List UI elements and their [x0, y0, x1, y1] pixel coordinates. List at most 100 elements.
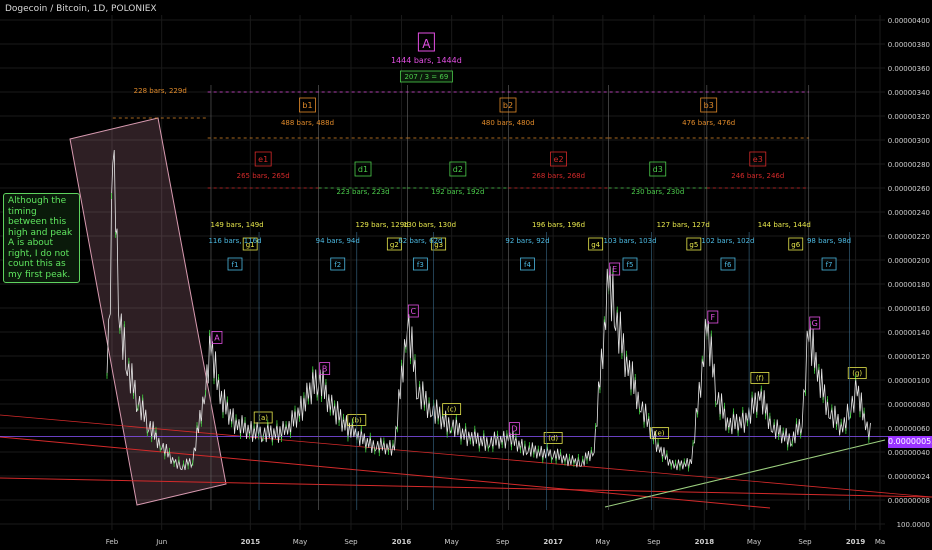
- ratio-box: [399, 70, 453, 83]
- range-label: 230 bars, 230d: [631, 188, 684, 196]
- g-box: [242, 237, 258, 251]
- range-box-label: b1: [302, 101, 312, 110]
- range-box: [649, 161, 667, 177]
- peak-marker-label: E: [612, 265, 617, 274]
- y-tick-label: 0.00000380: [888, 41, 930, 49]
- g-box: [686, 237, 702, 251]
- g-box: [588, 237, 604, 251]
- g-box: [788, 237, 804, 251]
- range-box-label: e2: [554, 155, 564, 164]
- f-box-label: f4: [524, 261, 531, 269]
- trough-marker-box: [253, 411, 273, 424]
- f-box: [520, 257, 535, 271]
- range-box: [449, 161, 467, 177]
- g-range-label: 144 bars, 144d: [758, 221, 811, 229]
- f-box-label: f7: [826, 261, 833, 269]
- price-series: [106, 150, 871, 471]
- f-range-label: 98 bars, 98d: [807, 237, 851, 245]
- g-box-label: g5: [689, 241, 698, 249]
- ratio-label: 207 / 3 = 69: [404, 73, 448, 81]
- y-tick-label: 0.00000100: [888, 377, 930, 385]
- peak-marker-label: B: [322, 365, 328, 374]
- trough-marker-box: [442, 403, 462, 416]
- range-box: [499, 97, 517, 113]
- f-range-label: 92 bars, 92d: [505, 237, 549, 245]
- trough-marker-label: (d): [548, 434, 558, 442]
- g-box-label: g6: [791, 241, 800, 249]
- range-box: [700, 97, 718, 113]
- trough-marker-box: [750, 371, 770, 384]
- peak-marker-box: [319, 362, 331, 376]
- y-tick-label: 0.00000220: [888, 233, 930, 241]
- x-tick-label: 2018: [695, 538, 715, 546]
- x-tick-label: Sep: [496, 538, 510, 546]
- trough-marker-label: (e): [655, 430, 665, 438]
- x-tick-label: May: [747, 538, 761, 546]
- trough-marker-label: (g): [852, 370, 862, 378]
- trend-line: [0, 477, 932, 498]
- range-label: 488 bars, 488d: [281, 119, 334, 127]
- range-box: [254, 151, 272, 167]
- x-tick-label: Jun: [155, 538, 167, 546]
- g-range-label: 196 bars, 196d: [532, 221, 585, 229]
- range-box-label: d1: [358, 165, 368, 174]
- g-range-label: 130 bars, 130d: [403, 221, 456, 229]
- f-box: [227, 257, 243, 271]
- f-box: [412, 257, 428, 271]
- y-tick-label: 0.00000040: [888, 449, 930, 457]
- peak-marker-label: A: [214, 333, 220, 342]
- y-tick-label: 0.00000240: [888, 209, 930, 217]
- x-tick-label: 2019: [846, 538, 866, 546]
- peak-marker-box: [809, 316, 821, 330]
- g-range-label: 149 bars, 149d: [211, 221, 264, 229]
- f-box: [821, 257, 837, 271]
- f-box-label: f1: [232, 261, 239, 269]
- trough-marker-label: (c): [447, 406, 457, 414]
- y-tick-label: 0.00000080: [888, 401, 930, 409]
- g-range-label: 127 bars, 127d: [657, 221, 710, 229]
- f-box-label: f5: [627, 261, 634, 269]
- range-box-label: e1: [258, 155, 268, 164]
- range-label: 268 bars, 268d: [532, 172, 585, 180]
- trough-marker-box: [543, 431, 563, 444]
- y-tick-label: 0.00000200: [888, 257, 930, 265]
- g-box-label: g4: [591, 241, 600, 249]
- g-box: [386, 237, 402, 251]
- x-tick-label: May: [596, 538, 610, 546]
- g-box-label: g1: [246, 241, 255, 249]
- peak-marker-label: D: [511, 425, 517, 434]
- f-range-label: 94 bars, 94d: [316, 237, 360, 245]
- y-tick-label: 0.00000400: [888, 17, 930, 25]
- range-box-label: b2: [503, 101, 513, 110]
- f-box: [622, 257, 638, 271]
- range-label: 246 bars, 246d: [731, 172, 784, 180]
- range-label: 223 bars, 223d: [336, 188, 389, 196]
- peak-marker-box: [407, 304, 419, 318]
- x-tick-label: Sep: [344, 538, 358, 546]
- range-box-label: b3: [704, 101, 714, 110]
- f-box: [330, 257, 346, 271]
- range-label: 228 bars, 229d: [134, 87, 187, 95]
- g-box-label: g2: [390, 241, 399, 249]
- peak-marker-box: [509, 422, 520, 436]
- range-box-label: d3: [653, 165, 663, 174]
- trough-marker-box: [650, 427, 670, 440]
- y-tick-label: 0.00000180: [888, 281, 930, 289]
- top-box: [417, 32, 435, 52]
- f-box-label: f3: [417, 261, 424, 269]
- y-tick-label: 0.00000140: [888, 329, 930, 337]
- trend-line: [0, 414, 932, 498]
- g-range-label: 129 bars, 129d: [356, 221, 409, 229]
- range-box-label: e3: [753, 155, 763, 164]
- y-tick-label: 0.00000340: [888, 89, 930, 97]
- f-box-label: f6: [725, 261, 732, 269]
- y-tick-label: 100.0000: [897, 521, 930, 529]
- peak-marker-label: G: [812, 319, 818, 328]
- trough-marker-box: [847, 367, 867, 380]
- current-price-tag: 0.00000053: [888, 436, 932, 448]
- peak-marker-label: F: [711, 313, 716, 322]
- x-tick-label: 2017: [543, 538, 563, 546]
- range-label: 480 bars, 480d: [481, 119, 534, 127]
- x-tick-label: Ma: [875, 538, 885, 546]
- range-box: [749, 151, 767, 167]
